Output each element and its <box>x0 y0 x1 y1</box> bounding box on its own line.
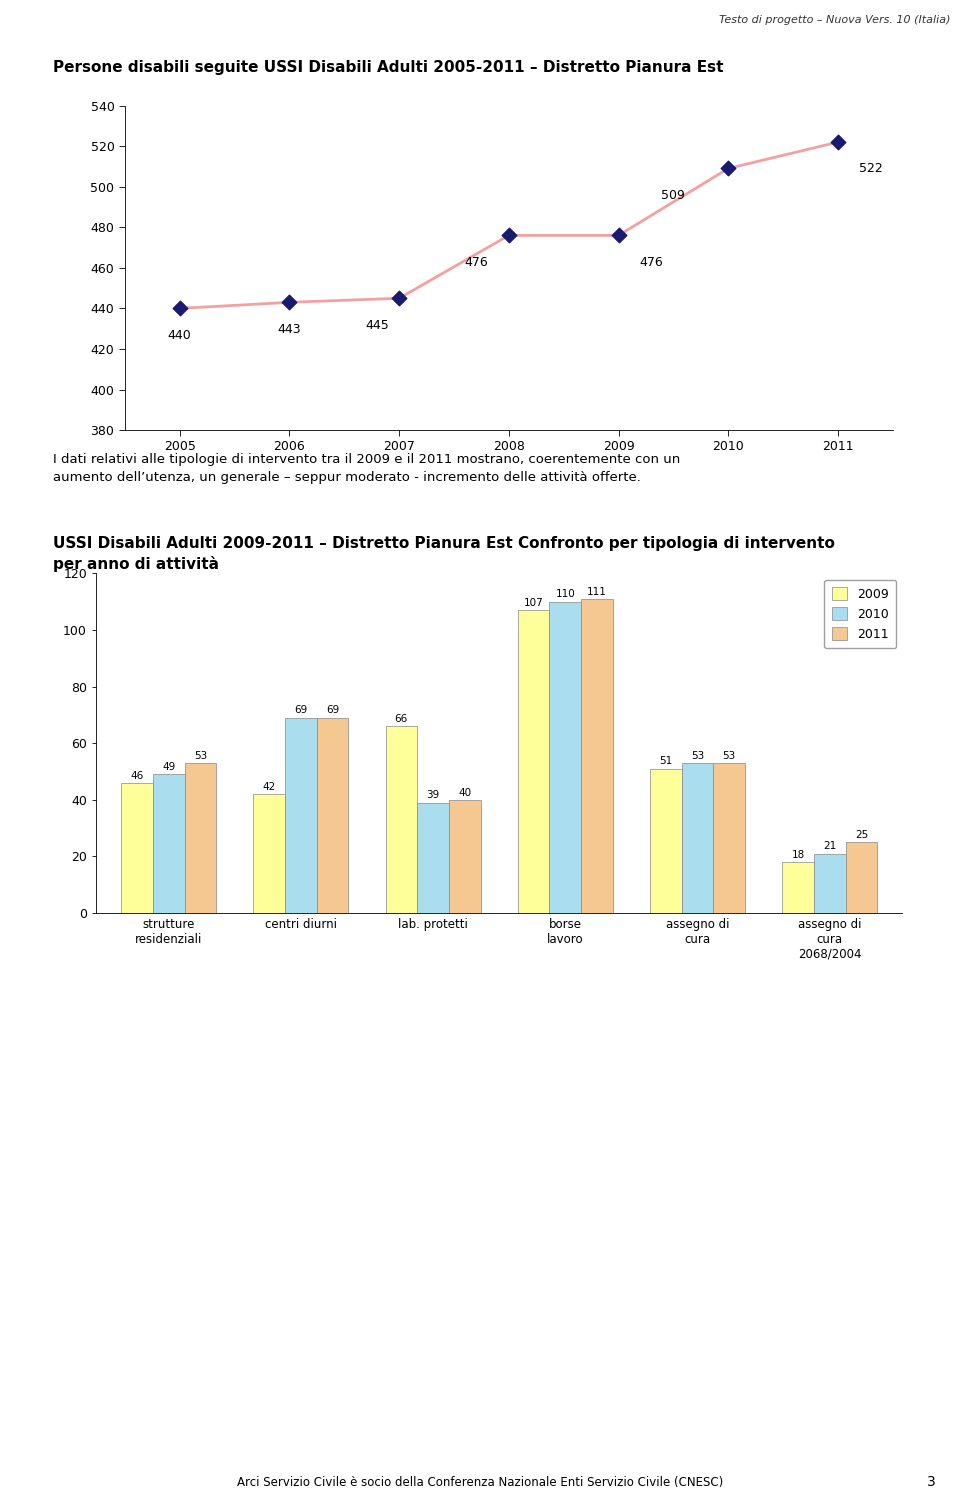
Text: I dati relativi alle tipologie di intervento tra il 2009 e il 2011 mostrano, coe: I dati relativi alle tipologie di interv… <box>53 453 680 484</box>
Bar <box>650 768 682 913</box>
Text: 69: 69 <box>295 705 307 715</box>
Text: 46: 46 <box>131 771 144 780</box>
Text: 445: 445 <box>365 318 389 332</box>
Point <box>501 223 516 247</box>
Text: 21: 21 <box>823 841 836 851</box>
Bar <box>184 764 216 913</box>
Text: 18: 18 <box>791 850 804 860</box>
Text: 509: 509 <box>661 189 685 202</box>
Text: Arci Servizio Civile è socio della Conferenza Nazionale Enti Servizio Civile (CN: Arci Servizio Civile è socio della Confe… <box>237 1476 723 1489</box>
Bar <box>814 854 846 913</box>
Text: 107: 107 <box>524 598 543 608</box>
Text: Testo di progetto – Nuova Vers. 10 (Italia): Testo di progetto – Nuova Vers. 10 (Ital… <box>719 15 950 26</box>
Point <box>392 287 407 311</box>
Bar <box>517 610 549 913</box>
Point <box>281 290 297 314</box>
Text: 440: 440 <box>168 329 192 341</box>
Bar <box>682 764 713 913</box>
Bar <box>782 862 814 913</box>
Text: 476: 476 <box>639 255 663 269</box>
Legend: 2009, 2010, 2011: 2009, 2010, 2011 <box>825 579 896 647</box>
Bar <box>713 764 745 913</box>
Bar <box>846 842 877 913</box>
Bar <box>253 794 285 913</box>
Point <box>172 296 187 320</box>
Text: 3: 3 <box>927 1476 936 1489</box>
Bar <box>317 718 348 913</box>
Text: 476: 476 <box>464 255 488 269</box>
Bar <box>153 774 184 913</box>
Point <box>830 130 846 154</box>
Text: 69: 69 <box>326 705 339 715</box>
Bar <box>581 599 612 913</box>
Text: 51: 51 <box>660 756 672 767</box>
Text: 522: 522 <box>859 163 883 175</box>
Text: 53: 53 <box>691 750 704 761</box>
Bar <box>449 800 481 913</box>
Point <box>721 157 736 181</box>
Text: 49: 49 <box>162 762 176 773</box>
Bar <box>386 726 418 913</box>
Text: Persone disabili seguite USSI Disabili Adulti 2005-2011 – Distretto Pianura Est: Persone disabili seguite USSI Disabili A… <box>53 60 723 75</box>
Text: 443: 443 <box>277 323 301 335</box>
Text: 110: 110 <box>556 590 575 599</box>
Text: 66: 66 <box>395 714 408 724</box>
Text: 111: 111 <box>588 587 607 596</box>
Bar <box>549 602 581 913</box>
Text: 25: 25 <box>854 830 868 841</box>
Text: 53: 53 <box>723 750 736 761</box>
Bar <box>418 803 449 913</box>
Text: 40: 40 <box>458 788 471 797</box>
Text: 53: 53 <box>194 750 207 761</box>
Bar <box>121 783 153 913</box>
Text: 42: 42 <box>262 782 276 792</box>
Point <box>611 223 626 247</box>
Text: USSI Disabili Adulti 2009-2011 – Distretto Pianura Est Confronto per tipologia d: USSI Disabili Adulti 2009-2011 – Distret… <box>53 536 834 572</box>
Text: 39: 39 <box>426 791 440 800</box>
Bar <box>285 718 317 913</box>
